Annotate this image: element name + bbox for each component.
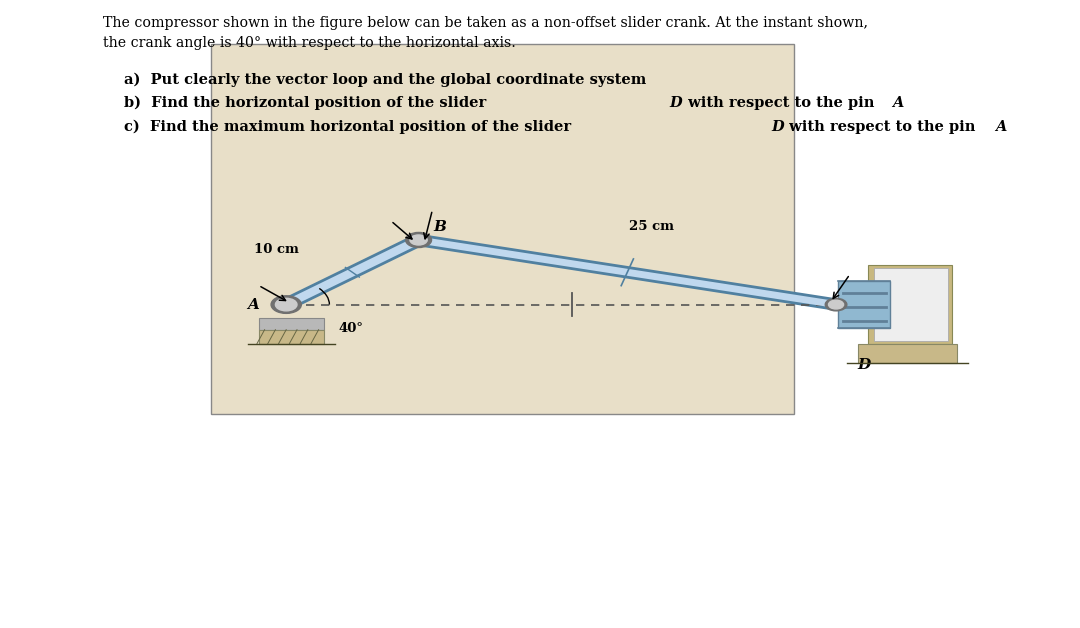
Circle shape (271, 296, 301, 313)
Polygon shape (838, 281, 890, 328)
Text: the crank angle is 40° with respect to the horizontal axis.: the crank angle is 40° with respect to t… (103, 36, 515, 50)
Text: D: D (771, 120, 784, 134)
Text: B: B (434, 220, 446, 234)
Text: 40°: 40° (338, 322, 363, 335)
Text: with respect to the pin: with respect to the pin (683, 96, 879, 110)
Polygon shape (259, 318, 324, 330)
Polygon shape (211, 44, 794, 414)
Polygon shape (868, 265, 951, 344)
Text: c)  Find the maximum horizontal position of the slider: c) Find the maximum horizontal position … (124, 120, 577, 134)
Text: 25 cm: 25 cm (630, 220, 675, 233)
Text: 10 cm: 10 cm (254, 244, 298, 256)
Circle shape (275, 298, 297, 311)
Polygon shape (259, 330, 324, 344)
Circle shape (406, 232, 432, 247)
Text: A: A (995, 120, 1007, 134)
Polygon shape (874, 268, 948, 340)
Circle shape (825, 298, 847, 311)
Text: D: D (858, 358, 870, 372)
Text: a)  Put clearly the vector loop and the global coordinate system: a) Put clearly the vector loop and the g… (124, 72, 647, 87)
Text: A: A (892, 96, 904, 110)
Text: The compressor shown in the figure below can be taken as a non-offset slider cra: The compressor shown in the figure below… (103, 16, 867, 30)
Circle shape (410, 235, 428, 245)
Text: A: A (247, 298, 259, 311)
Polygon shape (858, 344, 957, 363)
Text: D: D (670, 96, 683, 110)
Circle shape (828, 300, 843, 309)
Text: with respect to the pin: with respect to the pin (784, 120, 981, 134)
Text: b)  Find the horizontal position of the slider: b) Find the horizontal position of the s… (124, 96, 491, 111)
